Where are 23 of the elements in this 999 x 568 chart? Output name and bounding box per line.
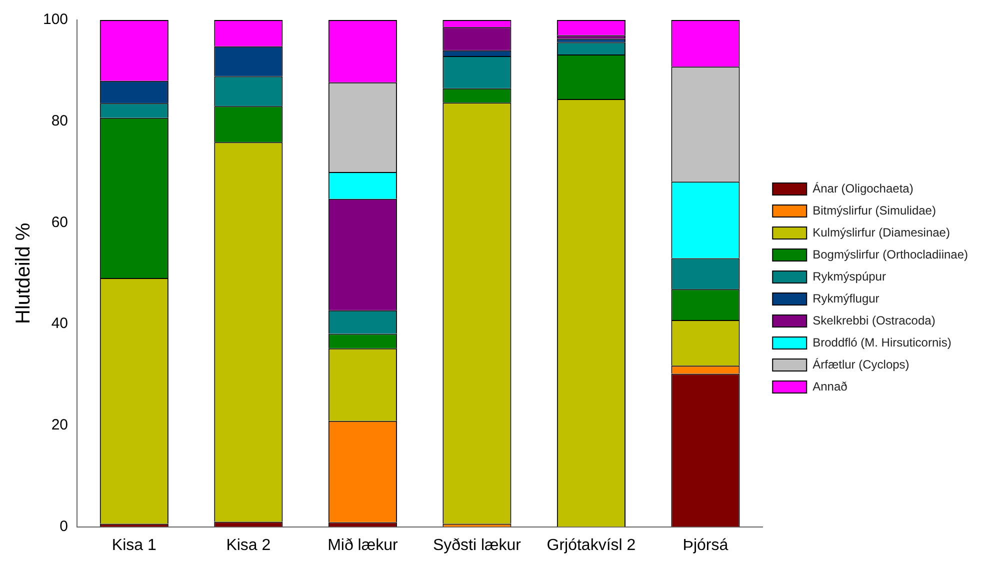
legend-label: Rykmýflugur <box>812 291 880 306</box>
y-tick-label: 80 <box>51 112 68 130</box>
legend-label: Kulmýslirfur (Diamesinae) <box>812 225 950 240</box>
x-tick-label: Kisa 2 <box>226 536 271 554</box>
y-tick-label: 0 <box>60 518 68 535</box>
legend-label: Broddfló (M. Hirsuticornis) <box>812 335 952 350</box>
legend-label: Ánar (Oligochaeta) <box>812 181 914 196</box>
legend-label: Bogmýslirfur (Orthocladiinae) <box>812 247 968 262</box>
y-tick-label: 60 <box>51 214 68 231</box>
legend-label: Skelkrebbi (Ostracoda) <box>812 313 936 328</box>
legend-label: Árfætlur (Cyclops) <box>812 357 910 372</box>
x-tick-label: Syðsti lækur <box>432 536 522 554</box>
x-tick-label: Þjórsá <box>682 536 728 554</box>
legend-label: Bitmýslirfur (Simulidae) <box>812 203 936 218</box>
x-tick-label: Mið lækur <box>328 536 398 554</box>
legend-label: Rykmýspúpur <box>812 269 886 284</box>
y-tick-label: 100 <box>42 11 68 28</box>
legend-label: Annað <box>812 379 848 394</box>
x-tick-label: Kisa 1 <box>112 536 156 554</box>
y-tick-label: 20 <box>51 416 68 434</box>
y-axis-title: Hlutdeild % <box>12 222 35 324</box>
y-tick-label: 40 <box>51 315 68 332</box>
x-tick-label: Grjótakvísl 2 <box>546 536 636 554</box>
